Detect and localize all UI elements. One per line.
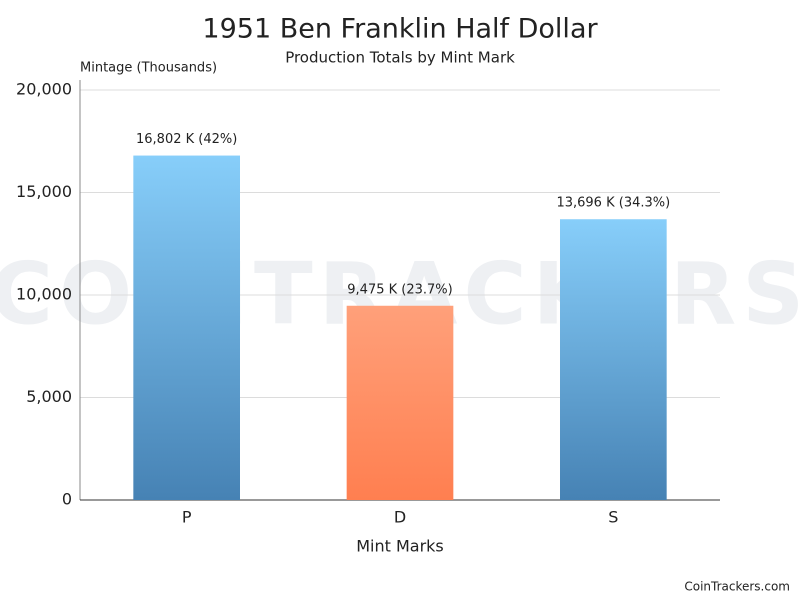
- value-label: 9,475 K (23.7%): [347, 282, 452, 297]
- chart-subtitle: Production Totals by Mint Mark: [285, 49, 515, 67]
- y-tick-label: 0: [62, 490, 72, 509]
- x-tick-label: S: [608, 508, 618, 527]
- x-tick-label: D: [394, 508, 406, 527]
- bar: [347, 306, 454, 500]
- bar: [560, 219, 667, 500]
- credit: CoinTrackers.com: [684, 580, 790, 594]
- y-tick-label: 5,000: [26, 387, 72, 406]
- y-tick-label: 10,000: [16, 285, 72, 304]
- chart-title: 1951 Ben Franklin Half Dollar: [202, 14, 598, 45]
- y-tick-label: 15,000: [16, 182, 72, 201]
- bar: [133, 156, 240, 500]
- y-axis-label: Mintage (Thousands): [80, 61, 217, 76]
- y-tick-label: 20,000: [16, 80, 72, 99]
- value-label: 13,696 K (34.3%): [556, 196, 670, 211]
- x-axis-label: Mint Marks: [356, 537, 444, 556]
- x-tick-label: P: [182, 508, 192, 527]
- value-label: 16,802 K (42%): [136, 132, 237, 147]
